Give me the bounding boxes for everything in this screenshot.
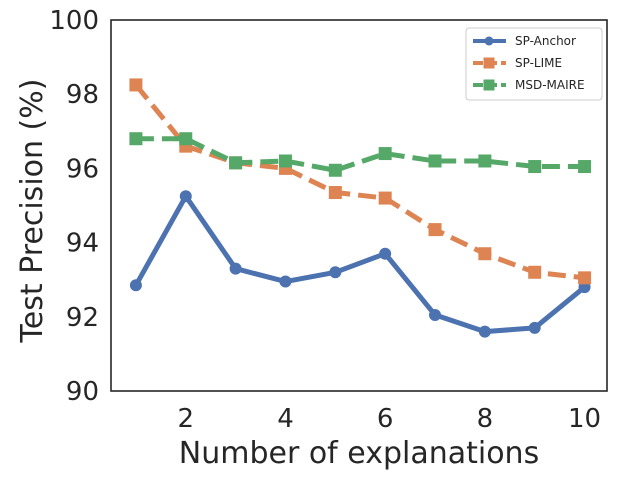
x-axis-label: Number of explanations xyxy=(179,436,539,471)
data-point xyxy=(129,132,143,146)
series-line-msd-maire xyxy=(135,136,585,173)
data-point xyxy=(578,271,592,285)
data-point xyxy=(528,321,541,334)
data-point xyxy=(229,262,242,275)
y-tick-label: 98 xyxy=(66,80,99,110)
y-tick-label: 100 xyxy=(49,6,99,36)
legend-box xyxy=(465,27,603,101)
x-tick-label: 8 xyxy=(477,404,494,434)
data-point xyxy=(478,154,492,168)
y-tick-label: 96 xyxy=(66,154,99,184)
axis-ticks: 2 4 6 8 10 90 92 94 96 98 100 xyxy=(49,6,601,434)
data-point xyxy=(379,247,392,260)
x-tick-label: 2 xyxy=(178,404,195,434)
data-point xyxy=(129,279,142,292)
legend-label: SP-LIME xyxy=(515,56,562,70)
data-point xyxy=(428,223,442,237)
y-tick-label: 94 xyxy=(66,229,99,259)
series-msd-maire xyxy=(129,132,592,177)
legend-item: SP-LIME xyxy=(473,56,562,70)
y-axis-label: Test Precision (%) xyxy=(15,79,50,344)
y-tick-label: 90 xyxy=(66,377,99,407)
legend-swatch-marker xyxy=(484,36,494,46)
series-sp-anchor xyxy=(129,190,591,338)
data-point xyxy=(229,156,243,170)
plot-frame xyxy=(110,19,608,392)
legend-swatch-marker xyxy=(483,57,495,69)
data-point xyxy=(179,190,192,203)
legend-swatch-marker xyxy=(483,79,495,91)
data-point xyxy=(578,160,592,174)
series-sp-lime xyxy=(129,78,592,285)
data-point xyxy=(278,154,292,168)
data-point xyxy=(478,247,492,261)
data-point xyxy=(528,160,542,174)
data-point xyxy=(378,147,392,161)
data-point xyxy=(328,163,342,177)
data-point xyxy=(129,78,143,92)
x-tick-label: 4 xyxy=(277,404,294,434)
data-point xyxy=(378,191,392,205)
data-point xyxy=(279,275,292,288)
data-point xyxy=(428,154,442,168)
data-point xyxy=(179,132,193,146)
legend: SP-Anchor SP-LIME MSD-MAIRE xyxy=(465,27,603,101)
x-tick-label: 6 xyxy=(377,404,394,434)
data-point xyxy=(478,325,491,338)
x-tick-label: 10 xyxy=(568,404,601,434)
legend-item: SP-Anchor xyxy=(473,34,576,48)
y-tick-label: 92 xyxy=(66,303,99,333)
data-point xyxy=(528,265,542,279)
data-point xyxy=(329,266,342,279)
legend-label: SP-Anchor xyxy=(515,34,576,48)
data-point xyxy=(429,308,442,321)
legend-item: MSD-MAIRE xyxy=(473,78,585,92)
legend-label: MSD-MAIRE xyxy=(515,78,585,92)
series-line-sp-anchor xyxy=(133,193,588,335)
plot-area xyxy=(129,78,592,338)
data-point xyxy=(328,186,342,200)
series-line-sp-lime xyxy=(133,83,585,281)
